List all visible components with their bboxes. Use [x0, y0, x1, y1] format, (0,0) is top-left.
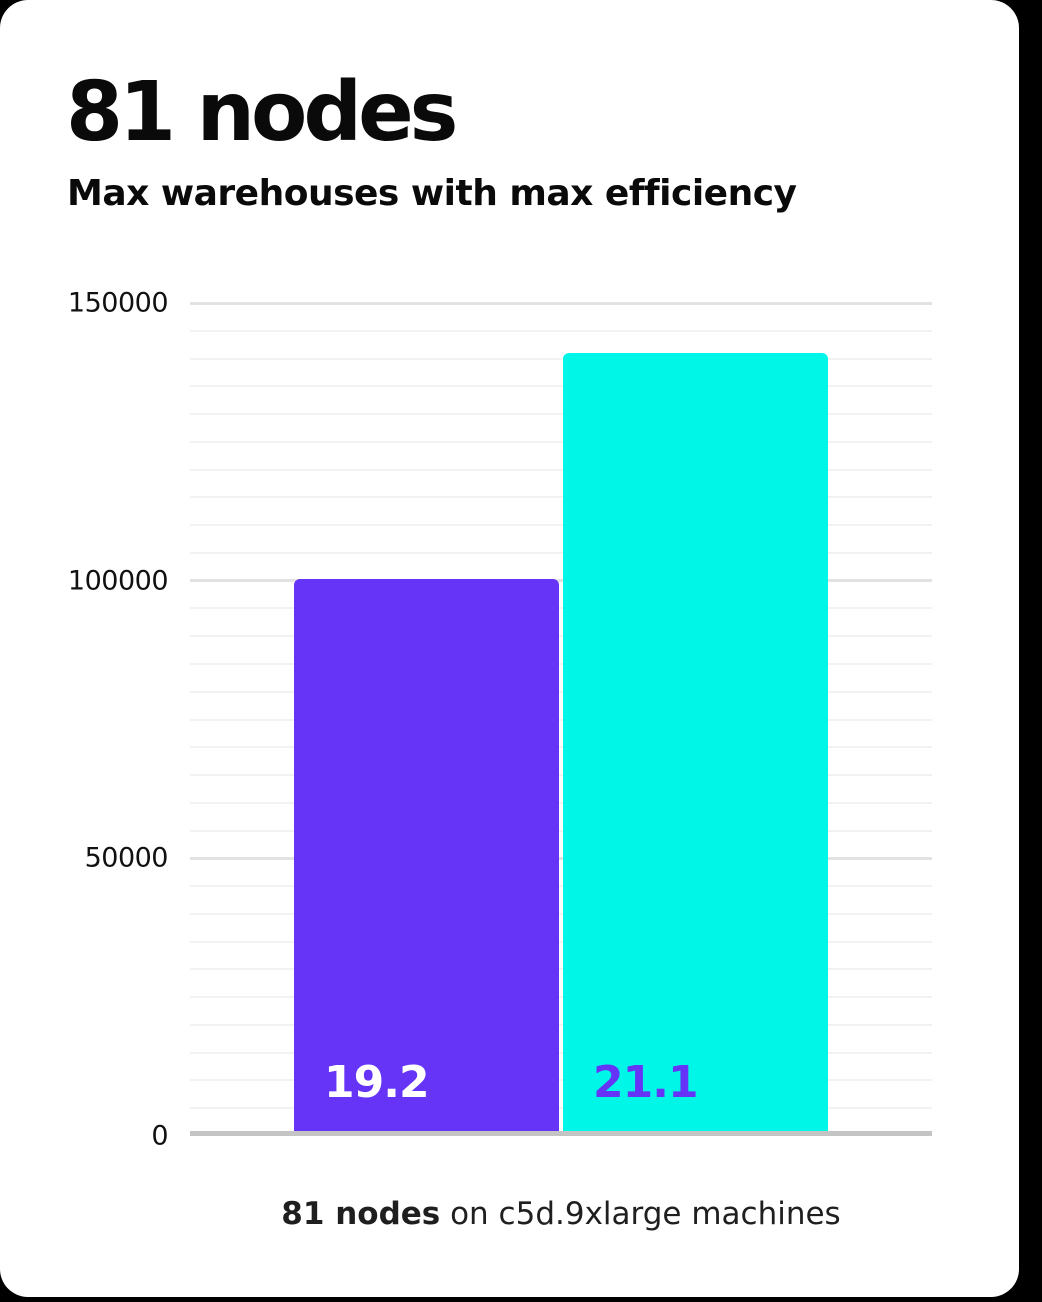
gridline-minor [190, 774, 932, 777]
gridline-minor [190, 635, 932, 638]
page-title: 81 nodes [66, 65, 458, 160]
y-axis: 0 50000 100000 150000 [0, 288, 169, 1152]
gridline-major [190, 579, 932, 583]
y-tick-label: 150000 [67, 287, 169, 319]
bar-value-label: 21.1 [593, 1057, 699, 1108]
gridline-minor [190, 413, 932, 416]
bar-19.2: 19.2 [294, 579, 559, 1131]
chart-caption: 81 nodes on c5d.9xlarge machines [190, 1196, 932, 1232]
y-tick-label: 100000 [67, 565, 169, 597]
gridline-minor [190, 690, 932, 693]
gridline-minor [190, 662, 932, 665]
gridline-minor [190, 968, 932, 971]
gridline-minor [190, 357, 932, 360]
gridline-minor [190, 607, 932, 610]
y-tick-label: 0 [151, 1120, 168, 1152]
gridline-minor [190, 801, 932, 804]
gridline-minor [190, 551, 932, 554]
gridline-minor [190, 1107, 932, 1110]
gridline-minor [190, 1051, 932, 1054]
caption-rest-text: on c5d.9xlarge machines [450, 1196, 841, 1232]
chart-card: 81 nodes Max warehouses with max efficie… [0, 0, 1019, 1297]
gridline-minor [190, 829, 932, 832]
gridline-minor [190, 385, 932, 388]
gridline-minor [190, 885, 932, 888]
gridline-minor [190, 329, 932, 332]
gridline-minor [190, 524, 932, 527]
gridline-minor [190, 940, 932, 943]
gridline-minor [190, 468, 932, 471]
gridline-minor [190, 912, 932, 915]
page-subtitle: Max warehouses with max efficiency [67, 173, 797, 214]
gridline-minor [190, 496, 932, 499]
gridline-major [190, 301, 932, 305]
gridline-major [190, 856, 932, 860]
bar-value-label: 19.2 [324, 1057, 430, 1108]
caption-bold-text: 81 nodes [281, 1196, 441, 1232]
plot-area: 19.2 21.1 [190, 301, 932, 1136]
y-tick-label: 50000 [84, 842, 169, 874]
bar-21.1: 21.1 [563, 352, 828, 1131]
gridline-minor [190, 1079, 932, 1082]
gridline-minor [190, 746, 932, 749]
gridline-minor [190, 1023, 932, 1026]
gridline-minor [190, 718, 932, 721]
gridline-minor [190, 996, 932, 999]
gridline-minor [190, 440, 932, 443]
